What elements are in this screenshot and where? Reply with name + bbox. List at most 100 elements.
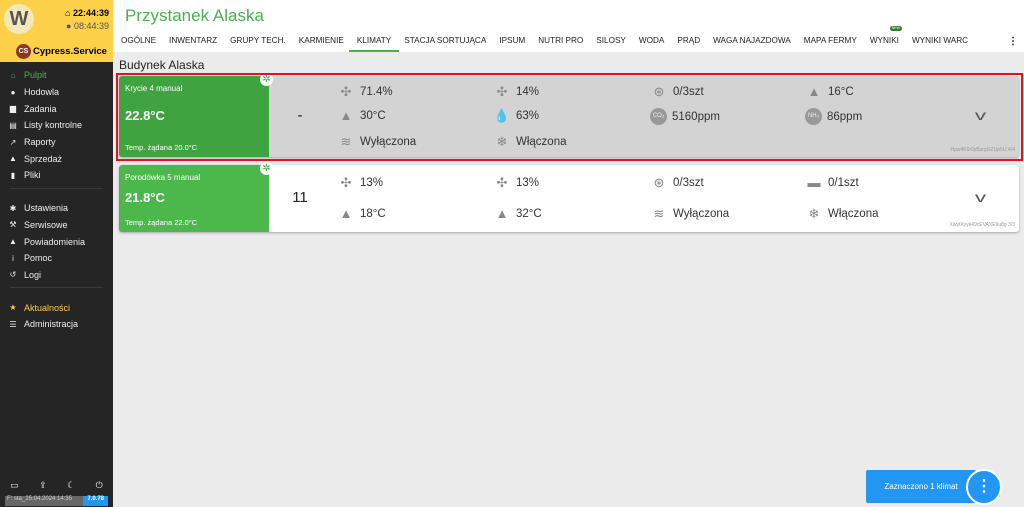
- sidebar-item-serwisowe[interactable]: ⚒ Serwisowe: [9, 219, 68, 230]
- sidebar-item-ustawienia[interactable]: ✱ Ustawienia: [9, 203, 69, 214]
- climate-param: ▲ 30°C: [337, 108, 386, 123]
- tab-wyniki[interactable]: WYNIKI NEW: [869, 26, 902, 45]
- moon-icon[interactable]: ☾: [67, 480, 76, 490]
- tab-nutri-pro[interactable]: NUTRI PRO: [538, 36, 584, 45]
- info-icon: i: [12, 253, 14, 263]
- climate-param: ▲ 18°C: [337, 206, 386, 221]
- chevron-down-icon[interactable]: v: [974, 188, 987, 205]
- upload-icon[interactable]: ⇪: [39, 480, 47, 490]
- gear-icon[interactable]: ✲: [260, 73, 273, 86]
- device-icon: ▬: [807, 175, 821, 190]
- tab-inwentarz[interactable]: INWENTARZ: [169, 36, 218, 45]
- sidebar-item-administracja[interactable]: ☰ Administracja: [9, 319, 79, 330]
- climate-param: ❄ Włączona: [493, 134, 567, 150]
- tab-prąd[interactable]: PRĄD: [677, 36, 701, 45]
- tab-klimaty[interactable]: KLIMATY: [348, 36, 400, 52]
- tab-silosy[interactable]: SILOSY: [596, 36, 626, 45]
- sidebar-item-logi[interactable]: ↺ Logi: [9, 269, 42, 280]
- fan-min-icon: ✣: [496, 84, 508, 99]
- tab-bar: OGÓLNE INWENTARZ GRUPY TECH. KARMIENIE KLIMA…: [121, 26, 1001, 52]
- climate-param: ⊛ 0/3szt: [650, 84, 704, 100]
- nh3-icon: NH₃: [805, 108, 822, 125]
- divider: [10, 287, 103, 295]
- climate-value: 11: [292, 188, 308, 206]
- climate-summary[interactable]: Porodówka 5 manual 21.8°C Temp. żądana 22.…: [119, 162, 273, 232]
- chart-icon: ↗: [9, 137, 17, 147]
- bell-min-icon: ▲: [807, 84, 821, 99]
- climate-value: -: [297, 106, 303, 124]
- chevron-down-icon[interactable]: v: [974, 106, 987, 123]
- climate-param: ❄ Włączona: [805, 206, 879, 222]
- tab-stacja-sortująca[interactable]: STACJA SORTUJĄCA: [404, 36, 487, 45]
- version-bar: F: sta_25.04.2024 14:35 7.0.78: [5, 496, 108, 506]
- keyboard-icon[interactable]: ▭: [10, 480, 19, 490]
- new-badge: NEW: [889, 26, 902, 31]
- page-title: Przystanek Alaska: [125, 6, 264, 25]
- heater-icon: ≋: [340, 134, 352, 149]
- bell-max-icon: ▲: [339, 108, 353, 123]
- tab-waga-najazdowa[interactable]: WAGA NAJAZDOWA: [713, 36, 791, 45]
- tab-wyniki-warc[interactable]: WYNIKI WARC: [911, 36, 969, 45]
- sidebar-nav: ⌂ Pulpit ● Hodowla ▆ Zadania ▤ Listy kontrolne ↗…: [0, 62, 113, 333]
- more-actions-button[interactable]: ⋮: [966, 469, 1002, 505]
- tab-mapa-fermy[interactable]: MAPA FERMY: [803, 36, 857, 45]
- file-icon: ▮: [10, 170, 16, 180]
- sidebar-item-sprzedaż[interactable]: ▲ Sprzedaż: [9, 153, 63, 164]
- climate-param: ✣ 13%: [337, 175, 383, 191]
- climate-param: 💧 63%: [493, 108, 540, 123]
- tab-karmienie[interactable]: KARMIENIE: [298, 36, 344, 45]
- fan-circle-icon: ⊛: [653, 175, 665, 190]
- fan-min-icon: ✣: [496, 175, 508, 190]
- climate-summary[interactable]: Krycie 4 manual 22.8°C Temp. żądana 20.0°C…: [119, 73, 273, 157]
- wrench-icon: ⚒: [9, 220, 17, 230]
- gear-icon[interactable]: ✲: [260, 162, 273, 175]
- climate-card[interactable]: Porodówka 5 manual 21.8°C Temp. żądana 22.…: [119, 162, 1019, 232]
- climate-card[interactable]: Krycie 4 manual 22.8°C Temp. żądana 20.0°C…: [119, 73, 1019, 157]
- bell-icon: ▲: [9, 237, 17, 247]
- sidebar: W ⌂ 22:44:39 ● 08:44:39 CS Cypress.Servic…: [0, 0, 113, 507]
- sidebar-item-aktualności[interactable]: ★ Aktualności: [9, 302, 71, 313]
- star-icon: ★: [9, 303, 17, 313]
- climate-id: XwytXyyk49cEVAXE9u8g 3/3: [949, 222, 1016, 228]
- sidebar-footer: ▭ ⇪ ☾ ⏻: [0, 480, 113, 491]
- tab-woda[interactable]: WODA: [638, 36, 665, 45]
- snowflake-icon: ❄: [496, 134, 508, 149]
- clock-home: ⌂ 22:44:39: [65, 8, 109, 18]
- tab-ogólne[interactable]: OGÓLNE: [121, 36, 157, 45]
- sidebar-item-pulpit[interactable]: ⌂ Pulpit: [0, 67, 113, 84]
- list-icon: ☰: [9, 319, 17, 329]
- more-tabs-icon[interactable]: ⋮: [1008, 36, 1018, 47]
- gear-icon: ✱: [9, 203, 17, 213]
- divider: [10, 187, 103, 196]
- heater-icon: ≋: [653, 206, 665, 221]
- power-icon[interactable]: ⏻: [95, 480, 103, 490]
- calendar-icon: ▆: [9, 104, 17, 114]
- list-icon: ▤: [9, 120, 17, 130]
- avatar: CS: [16, 44, 31, 59]
- climate-param: ▬ 0/1szt: [805, 175, 859, 190]
- user-menu[interactable]: CS Cypress.Service: [16, 44, 107, 59]
- sidebar-item-raporty[interactable]: ↗ Raporty: [9, 137, 56, 148]
- climate-param: NH₃ 86ppm: [805, 108, 862, 125]
- sidebar-item-pliki[interactable]: ▮ Pliki: [0, 167, 113, 184]
- pig-icon: ●: [10, 87, 16, 97]
- snowflake-icon: ❄: [808, 206, 820, 221]
- fan-icon: ✣: [340, 175, 352, 190]
- tab-ipsum[interactable]: IPSUM: [499, 36, 526, 45]
- climate-param: ✣ 13%: [493, 175, 539, 191]
- home-icon: ⌂: [10, 70, 16, 80]
- logo[interactable]: W: [4, 4, 34, 34]
- climate-id: Hpw4K6r0yBzrgGZUp5IJ 4/4: [950, 147, 1015, 153]
- selection-button[interactable]: Zaznaczono 1 klimat: [866, 470, 976, 503]
- sidebar-item-listy-kontrolne[interactable]: ▤ Listy kontrolne: [9, 120, 83, 131]
- fan-circle-icon: ⊛: [653, 84, 665, 99]
- sidebar-item-hodowla[interactable]: ● Hodowla: [0, 84, 113, 101]
- sidebar-item-powiadomienia[interactable]: ▲ Powiadomienia: [9, 236, 86, 247]
- tab-grupy-tech-[interactable]: GRUPY TECH.: [230, 36, 286, 45]
- sidebar-item-zadania[interactable]: ▆ Zadania: [9, 103, 57, 114]
- climate-param: ▲ 32°C: [493, 206, 542, 221]
- climate-param: CO₂ 5160ppm: [650, 108, 720, 125]
- climate-param: ▲ 16°C: [805, 84, 854, 99]
- bell-min-icon: ▲: [339, 206, 353, 221]
- sidebar-item-pomoc[interactable]: i Pomoc: [0, 250, 113, 267]
